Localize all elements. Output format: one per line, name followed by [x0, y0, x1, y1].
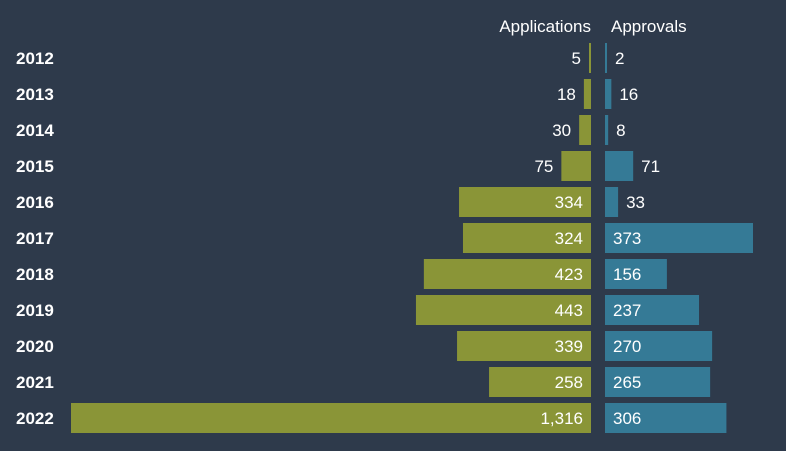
year-label: 2012 — [16, 49, 54, 68]
year-label: 2014 — [16, 121, 54, 140]
bar-approvals — [605, 367, 711, 397]
label-approvals: 8 — [616, 121, 625, 140]
year-label: 2013 — [16, 85, 54, 104]
year-label: 2019 — [16, 301, 54, 320]
bar-applications — [561, 151, 591, 181]
label-approvals: 373 — [613, 229, 641, 248]
bar-applications — [457, 331, 591, 361]
year-label: 2021 — [16, 373, 54, 392]
label-applications: 339 — [555, 337, 583, 356]
year-label: 2017 — [16, 229, 54, 248]
label-approvals: 156 — [613, 265, 641, 284]
label-applications: 5 — [572, 49, 581, 68]
bar-applications — [71, 403, 591, 433]
year-label: 2015 — [16, 157, 54, 176]
bar-approvals — [605, 43, 607, 73]
header-approvals: Approvals — [611, 17, 687, 36]
label-approvals: 2 — [615, 49, 624, 68]
label-approvals: 237 — [613, 301, 641, 320]
bar-approvals — [605, 295, 700, 325]
bar-approvals — [605, 403, 727, 433]
label-approvals: 71 — [641, 157, 660, 176]
bar-approvals — [605, 331, 713, 361]
bar-applications — [415, 295, 591, 325]
label-applications: 334 — [555, 193, 583, 212]
label-approvals: 306 — [613, 409, 641, 428]
label-applications: 423 — [555, 265, 583, 284]
label-applications: 30 — [552, 121, 571, 140]
label-applications: 258 — [555, 373, 583, 392]
bar-applications — [459, 187, 591, 217]
bar-applications — [589, 43, 591, 73]
label-approvals: 16 — [619, 85, 638, 104]
bar-applications — [583, 79, 591, 109]
label-applications: 75 — [534, 157, 553, 176]
bar-approvals — [605, 187, 619, 217]
label-applications: 443 — [555, 301, 583, 320]
year-label: 2022 — [16, 409, 54, 428]
bar-applications — [579, 115, 591, 145]
bar-approvals — [605, 259, 667, 289]
label-applications: 1,316 — [540, 409, 583, 428]
bar-applications — [462, 223, 591, 253]
label-approvals: 270 — [613, 337, 641, 356]
label-applications: 18 — [557, 85, 576, 104]
year-label: 2020 — [16, 337, 54, 356]
bar-applications — [489, 367, 591, 397]
year-label: 2016 — [16, 193, 54, 212]
bar-approvals — [605, 151, 634, 181]
bar-approvals — [605, 79, 612, 109]
year-label: 2018 — [16, 265, 54, 284]
label-approvals: 33 — [626, 193, 645, 212]
label-applications: 324 — [555, 229, 583, 248]
bar-applications — [423, 259, 591, 289]
bar-approvals — [605, 223, 753, 253]
bar-approvals — [605, 115, 609, 145]
label-approvals: 265 — [613, 373, 641, 392]
header-applications: Applications — [499, 17, 591, 36]
